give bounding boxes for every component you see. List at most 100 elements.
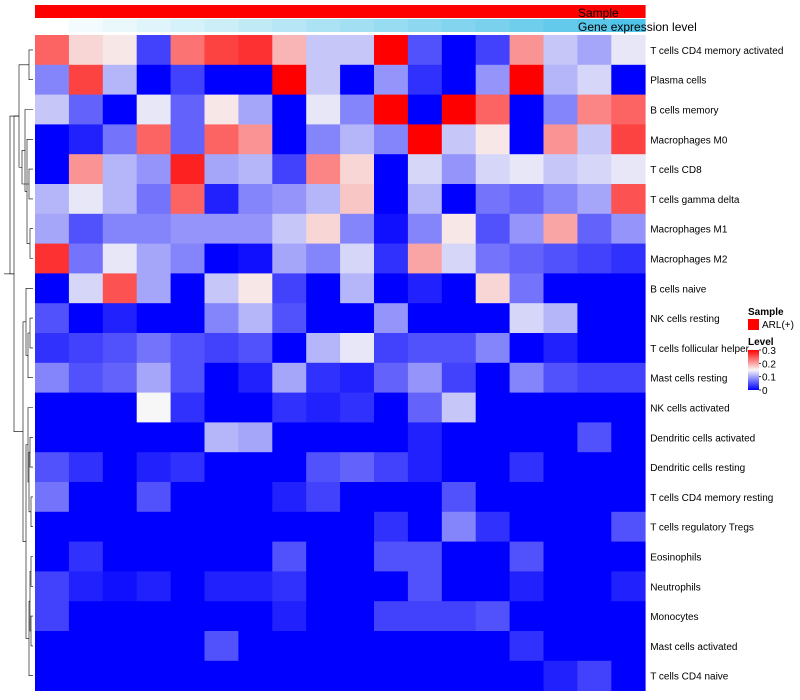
heatmap-cell: [272, 94, 307, 125]
heatmap-cell: [611, 243, 646, 274]
heatmap-cell: [577, 362, 612, 393]
heatmap-cell: [407, 392, 443, 423]
heatmap-cell: [543, 303, 578, 334]
heatmap-cell: [238, 303, 273, 334]
heatmap-cell: [475, 273, 510, 304]
heatmap-cell: [441, 601, 477, 632]
row-label: Dendritic cells activated: [650, 433, 755, 444]
heatmap-cell: [340, 213, 375, 244]
sample-track-cell: [238, 5, 273, 18]
heatmap-cell: [543, 94, 578, 125]
heatmap-cell: [509, 631, 544, 662]
heatmap-cell: [340, 392, 375, 423]
heatmap-cell: [407, 333, 443, 364]
heatmap-cell: [407, 35, 443, 66]
expression-track-cell: [611, 19, 646, 32]
heatmap-cell: [136, 541, 171, 572]
heatmap-cell: [543, 64, 578, 95]
heatmap-cell: [306, 482, 341, 513]
dendrogram-branch: [29, 317, 33, 349]
heatmap-cell: [272, 392, 307, 423]
heatmap-cell: [272, 124, 307, 155]
heatmap-cell: [374, 94, 409, 125]
heatmap-cell: [238, 601, 273, 632]
heatmap-cell: [509, 541, 544, 572]
heatmap-cell: [170, 392, 205, 423]
heatmap-cells: [35, 35, 646, 691]
heatmap-cell: [35, 452, 70, 483]
heatmap-cell: [35, 64, 70, 95]
heatmap-cell: [68, 392, 104, 423]
dendrogram-branch: [13, 115, 23, 433]
heatmap-cell: [374, 273, 409, 304]
heatmap-cell: [407, 124, 443, 155]
heatmap-cell: [68, 303, 104, 334]
heatmap-cell: [238, 631, 273, 662]
heatmap-cell: [35, 601, 70, 632]
heatmap-cell: [136, 94, 171, 125]
heatmap-cell: [35, 94, 70, 125]
heatmap-cell: [102, 35, 138, 66]
row-label: T cells CD4 memory activated: [650, 46, 783, 57]
heatmap-cell: [102, 422, 138, 453]
heatmap-cell: [238, 94, 273, 125]
heatmap-cell: [204, 94, 239, 125]
heatmap-cell: [204, 35, 239, 66]
heatmap-cell: [35, 571, 70, 602]
expression-track-cell: [577, 19, 612, 32]
heatmap-cell: [35, 35, 70, 66]
heatmap-cell: [577, 124, 612, 155]
heatmap-cell: [475, 601, 510, 632]
dendrogram-branch: [21, 150, 29, 185]
heatmap-cell: [136, 154, 171, 185]
heatmap-cell: [68, 511, 104, 542]
heatmap-cell: [407, 184, 443, 215]
heatmap-cell: [475, 452, 510, 483]
heatmap-cell: [611, 35, 646, 66]
heatmap-cell: [170, 511, 205, 542]
heatmap-cell: [611, 124, 646, 155]
heatmap-cell: [543, 154, 578, 185]
row-label: Macrophages M0: [650, 135, 728, 146]
heatmap-cell: [611, 452, 646, 483]
row-dendrogram: [4, 49, 33, 676]
heatmap-cell: [204, 452, 239, 483]
row-label: B cells naive: [650, 284, 707, 295]
heatmap-cell: [407, 94, 443, 125]
heatmap-cell: [340, 303, 375, 334]
heatmap-cell: [543, 273, 578, 304]
row-label: T cells follicular helper: [650, 344, 749, 355]
sample-track-cell: [509, 5, 544, 18]
row-label: T cells CD4 naive: [650, 672, 729, 683]
heatmap-cell: [35, 213, 70, 244]
heatmap-cell: [306, 94, 341, 125]
heatmap-cell: [238, 333, 273, 364]
heatmap-cell: [543, 571, 578, 602]
legend-level-colorbar: [748, 350, 759, 390]
sample-annotation-track: [35, 5, 646, 18]
heatmap-cell: [68, 601, 104, 632]
heatmap-cell: [68, 660, 104, 691]
heatmap-cell: [238, 660, 273, 691]
heatmap-cell: [204, 124, 239, 155]
heatmap-cell: [272, 511, 307, 542]
heatmap-cell: [441, 571, 477, 602]
heatmap-cell: [441, 243, 477, 274]
heatmap-cell: [509, 154, 544, 185]
heatmap-cell: [136, 362, 171, 393]
expression-track-cell: [35, 19, 70, 32]
heatmap-cell: [441, 660, 477, 691]
heatmap-cell: [340, 571, 375, 602]
heatmap-cell: [374, 243, 409, 274]
heatmap-cell: [407, 482, 443, 513]
heatmap-cell: [238, 541, 273, 572]
heatmap-cell: [35, 392, 70, 423]
heatmap-cell: [340, 243, 375, 274]
heatmap-cell: [577, 631, 612, 662]
dendrogram-branch: [29, 437, 33, 468]
heatmap-cell: [374, 362, 409, 393]
heatmap-cell: [441, 422, 477, 453]
heatmap-cell: [136, 184, 171, 215]
heatmap-cell: [68, 184, 104, 215]
heatmap-cell: [577, 511, 612, 542]
